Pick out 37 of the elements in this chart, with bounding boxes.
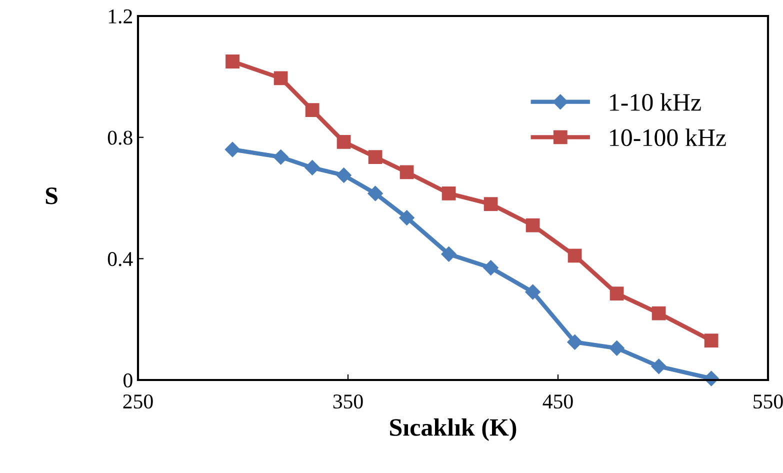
point — [336, 134, 351, 149]
point — [651, 358, 666, 374]
point — [442, 186, 456, 200]
point — [368, 186, 383, 202]
legend-label: 10-100 kHz — [610, 128, 726, 146]
point — [526, 218, 540, 232]
point — [568, 248, 582, 263]
point — [336, 168, 352, 183]
y-axis-title: S — [46, 187, 58, 204]
point — [305, 103, 320, 117]
point — [441, 246, 456, 262]
x-tick-label: 550 — [754, 394, 783, 409]
point — [610, 286, 624, 300]
point — [400, 165, 414, 180]
point — [274, 71, 288, 86]
point — [525, 284, 540, 300]
point — [304, 160, 320, 176]
point — [368, 150, 382, 164]
point — [483, 260, 498, 276]
y-tick-label: 0.8 — [108, 130, 132, 145]
point — [224, 142, 240, 158]
point — [484, 197, 498, 212]
x-tick-label: 250 — [123, 394, 153, 409]
y-tick-label: 0.4 — [108, 252, 133, 266]
point — [273, 149, 288, 165]
x-tick-label: 350 — [333, 394, 363, 409]
y-tick-label: 1.2 — [108, 9, 132, 24]
x-axis-title: Sıcaklık (K) — [390, 418, 516, 442]
point — [567, 334, 582, 350]
legend-label: 1-10 kHz — [610, 93, 701, 111]
point — [226, 54, 240, 68]
point — [399, 210, 414, 226]
point — [652, 306, 666, 320]
point — [704, 334, 718, 348]
y-tick-label: 0 — [124, 373, 132, 388]
point — [609, 340, 624, 356]
x-tick-label: 450 — [542, 394, 573, 409]
